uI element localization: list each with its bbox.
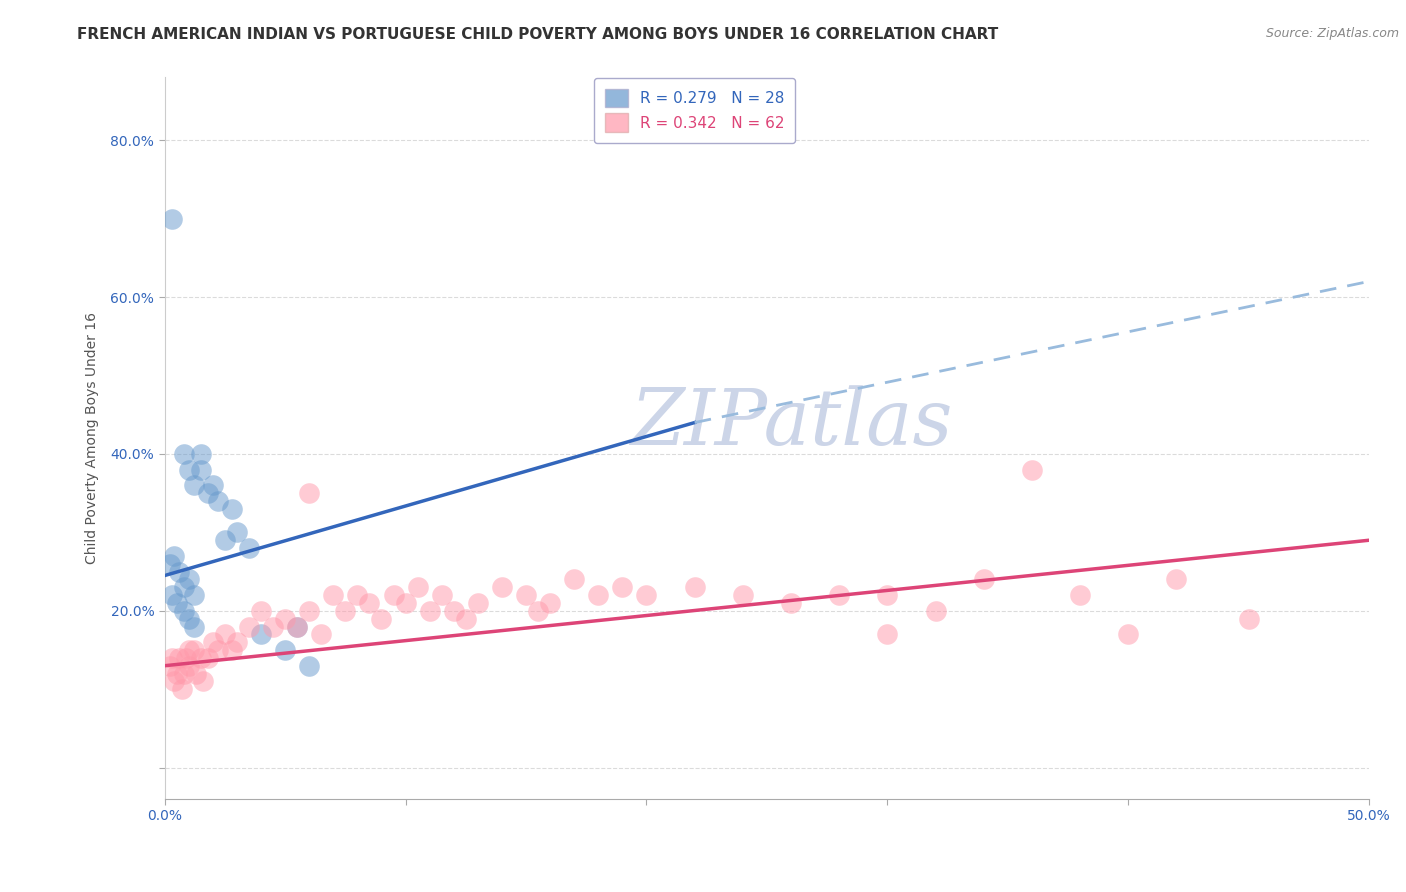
Point xyxy=(683,580,706,594)
Point xyxy=(226,525,249,540)
Point xyxy=(636,588,658,602)
Point xyxy=(973,573,995,587)
Point xyxy=(538,596,561,610)
Point xyxy=(285,619,308,633)
Point xyxy=(274,643,297,657)
Point xyxy=(238,541,260,555)
Point xyxy=(167,651,190,665)
Point xyxy=(207,494,229,508)
Point xyxy=(183,478,205,492)
Point xyxy=(443,604,465,618)
Point xyxy=(221,501,243,516)
Point xyxy=(226,635,249,649)
Point xyxy=(562,573,585,587)
Point xyxy=(394,596,416,610)
Point xyxy=(370,612,392,626)
Point xyxy=(250,604,273,618)
Point xyxy=(159,557,181,571)
Point xyxy=(359,596,381,610)
Point xyxy=(731,588,754,602)
Point xyxy=(190,447,212,461)
Point xyxy=(177,643,200,657)
Point xyxy=(177,658,200,673)
Point xyxy=(166,596,188,610)
Point xyxy=(262,619,284,633)
Point xyxy=(160,211,183,226)
Point xyxy=(170,682,193,697)
Point xyxy=(322,588,344,602)
Point xyxy=(924,604,946,618)
Point xyxy=(250,627,273,641)
Point xyxy=(173,580,195,594)
Point xyxy=(527,604,550,618)
Point xyxy=(160,588,183,602)
Point xyxy=(183,619,205,633)
Point xyxy=(588,588,610,602)
Point xyxy=(190,651,212,665)
Point xyxy=(176,651,198,665)
Point xyxy=(163,549,186,563)
Point xyxy=(298,658,321,673)
Point xyxy=(467,596,489,610)
Point xyxy=(828,588,851,602)
Point xyxy=(184,666,207,681)
Point xyxy=(612,580,634,594)
Point xyxy=(214,627,236,641)
Point xyxy=(201,635,224,649)
Point xyxy=(163,674,186,689)
Point xyxy=(238,619,260,633)
Point xyxy=(515,588,537,602)
Point xyxy=(173,447,195,461)
Point xyxy=(406,580,429,594)
Point xyxy=(173,666,195,681)
Point xyxy=(190,462,212,476)
Point xyxy=(193,674,215,689)
Text: Source: ZipAtlas.com: Source: ZipAtlas.com xyxy=(1265,27,1399,40)
Point xyxy=(1069,588,1091,602)
Point xyxy=(183,643,205,657)
Point xyxy=(780,596,803,610)
Point xyxy=(207,643,229,657)
Point xyxy=(177,612,200,626)
Point xyxy=(876,588,898,602)
Point xyxy=(221,643,243,657)
Point xyxy=(285,619,308,633)
Text: FRENCH AMERICAN INDIAN VS PORTUGUESE CHILD POVERTY AMONG BOYS UNDER 16 CORRELATI: FRENCH AMERICAN INDIAN VS PORTUGUESE CHI… xyxy=(77,27,998,42)
Point xyxy=(298,604,321,618)
Point xyxy=(1166,573,1188,587)
Point xyxy=(1116,627,1139,641)
Point xyxy=(197,651,219,665)
Point xyxy=(159,658,181,673)
Point xyxy=(382,588,405,602)
Point xyxy=(177,462,200,476)
Point xyxy=(183,588,205,602)
Point xyxy=(201,478,224,492)
Point xyxy=(454,612,477,626)
Text: ZIPatlas: ZIPatlas xyxy=(630,385,952,462)
Point xyxy=(876,627,898,641)
Point xyxy=(419,604,441,618)
Point xyxy=(173,604,195,618)
Point xyxy=(214,533,236,548)
Point xyxy=(1237,612,1260,626)
Point xyxy=(177,573,200,587)
Point xyxy=(160,651,183,665)
Point xyxy=(298,486,321,500)
Point xyxy=(167,565,190,579)
Point xyxy=(335,604,357,618)
Point xyxy=(274,612,297,626)
Point xyxy=(430,588,453,602)
Point xyxy=(1021,462,1043,476)
Legend: R = 0.279   N = 28, R = 0.342   N = 62: R = 0.279 N = 28, R = 0.342 N = 62 xyxy=(595,78,796,143)
Point xyxy=(311,627,333,641)
Point xyxy=(346,588,368,602)
Point xyxy=(491,580,513,594)
Y-axis label: Child Poverty Among Boys Under 16: Child Poverty Among Boys Under 16 xyxy=(86,312,100,565)
Point xyxy=(166,666,188,681)
Point xyxy=(197,486,219,500)
